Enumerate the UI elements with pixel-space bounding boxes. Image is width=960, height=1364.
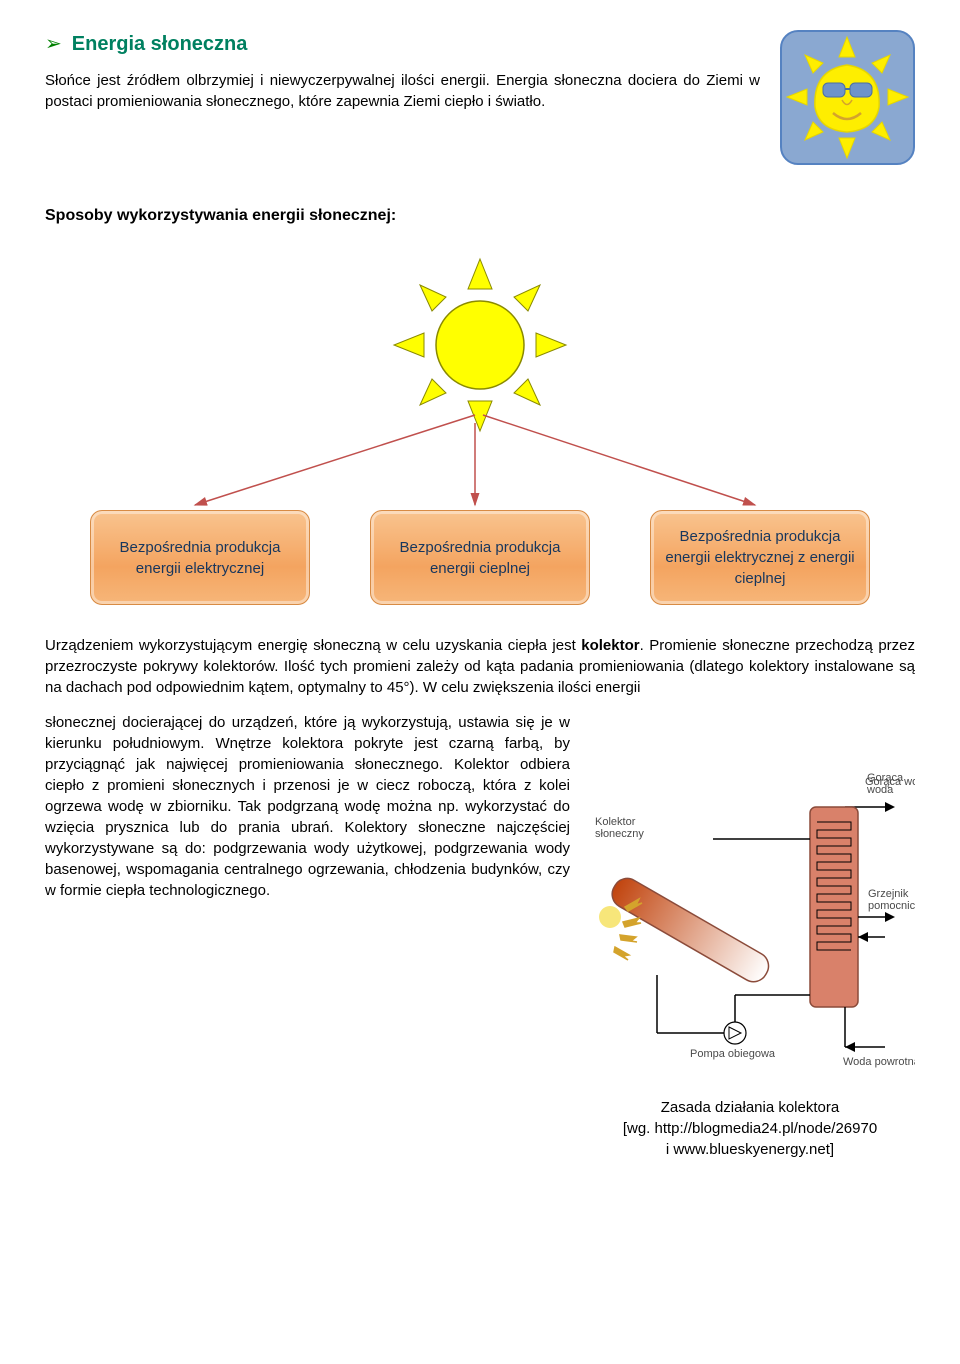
label-return: Woda powrotna xyxy=(843,1056,915,1068)
diagram-box-2: Bezpośrednia produkcja energii cieplnej xyxy=(370,510,590,605)
svg-text:Kolektor słoneczny: Kolektor słoneczny xyxy=(595,816,644,840)
sun-cartoon-icon xyxy=(780,30,915,165)
intro-text: Słońce jest źródłem olbrzymiej i niewycz… xyxy=(45,70,760,112)
svg-text:Grzejnik pomocniczy: Grzejnik pomocniczy xyxy=(868,888,915,912)
caption-line2: [wg. http://blogmedia24.pl/node/26970 xyxy=(585,1118,915,1139)
page-title: Energia słoneczna xyxy=(72,30,248,58)
label-pump: Pompa obiegowa xyxy=(690,1048,776,1060)
body-p2: słonecznej docierającej do urządzeń, któ… xyxy=(45,714,570,899)
collector-figure: Gorąca woda Woda powrotna xyxy=(585,767,915,1160)
body-bold: kolektor xyxy=(581,637,639,654)
diagram-box-3: Bezpośrednia produkcja energii elektrycz… xyxy=(650,510,870,605)
caption-line3: i www.blueskyenergy.net] xyxy=(585,1139,915,1160)
subheading: Sposoby wykorzystywania energii słoneczn… xyxy=(45,205,915,227)
diagram-box-1: Bezpośrednia produkcja energii elektrycz… xyxy=(90,510,310,605)
figure-caption: Zasada działania kolektora [wg. http://b… xyxy=(585,1097,915,1160)
caption-line1: Zasada działania kolektora xyxy=(585,1097,915,1118)
body-paragraph-full: Urządzeniem wykorzystującym energię słon… xyxy=(45,635,915,698)
diagram-arrows xyxy=(45,245,915,525)
body-p1a: Urządzeniem wykorzystującym energię słon… xyxy=(45,637,581,654)
bullet-icon: ➢ xyxy=(45,30,62,58)
body-paragraph-wrap: słonecznej docierającej do urządzeń, któ… xyxy=(45,712,570,901)
solar-usage-diagram: Bezpośrednia produkcja energii elektrycz… xyxy=(45,245,915,625)
